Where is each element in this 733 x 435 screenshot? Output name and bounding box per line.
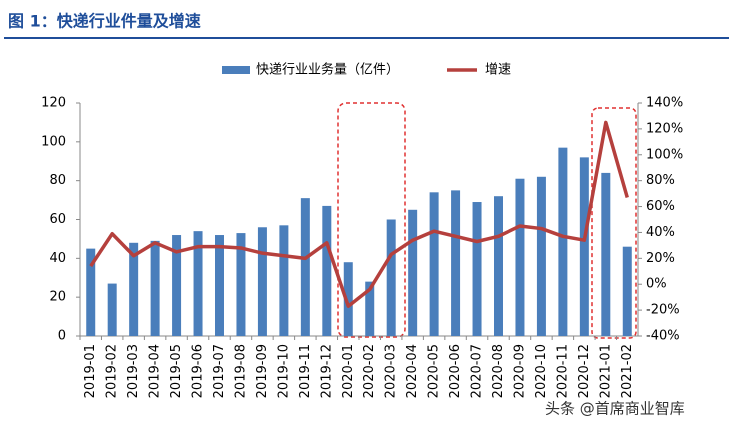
bar <box>429 192 439 336</box>
legend-label: 增速 <box>485 63 511 78</box>
x-tick-label: 2019-03 <box>126 344 141 398</box>
x-tick-label: 2020-06 <box>448 344 463 398</box>
bar <box>86 248 96 336</box>
bar <box>150 240 160 336</box>
x-tick-label: 2019-11 <box>298 344 313 398</box>
bar <box>107 283 117 336</box>
y2-tick-label: 0% <box>646 277 667 292</box>
x-tick-label: 2019-06 <box>191 344 206 398</box>
bar <box>515 178 525 336</box>
x-tick-label: 2020-12 <box>577 344 592 398</box>
x-tick-label: 2020-09 <box>512 344 527 398</box>
x-tick-label: 2020-01 <box>341 344 356 398</box>
y-tick-label: 0 <box>58 329 66 344</box>
legend-label: 快递行业业务量（亿件） <box>256 62 399 78</box>
y-tick-label: 120 <box>41 96 66 111</box>
bar <box>558 147 568 336</box>
x-tick-label: 2019-12 <box>319 344 334 398</box>
y2-tick-label: 100% <box>646 147 683 162</box>
bar <box>172 235 182 336</box>
y2-tick-label: 80% <box>646 173 675 188</box>
x-tick-label: 2020-05 <box>427 344 442 398</box>
y2-tick-label: 120% <box>646 121 683 136</box>
y2-tick-label: -40% <box>646 329 680 344</box>
bar <box>279 225 289 336</box>
y-tick-label: 100 <box>41 134 66 149</box>
bar <box>236 233 246 336</box>
growth-line <box>89 120 629 308</box>
y2-tick-label: 140% <box>646 96 683 111</box>
bar <box>215 235 224 336</box>
x-tick-label: 2019-10 <box>276 344 291 398</box>
y2-tick-label: 60% <box>646 199 675 214</box>
bar <box>494 196 503 336</box>
bar <box>536 176 546 336</box>
x-tick-label: 2020-07 <box>470 344 485 398</box>
x-tick-label: 2019-07 <box>212 344 227 398</box>
bar <box>451 190 461 336</box>
bar <box>322 205 332 336</box>
x-tick-label: 2019-08 <box>233 344 248 398</box>
bar <box>193 231 203 336</box>
x-tick-label: 2019-09 <box>255 344 270 398</box>
y-tick-label: 60 <box>49 212 66 227</box>
y2-tick-label: -20% <box>646 303 680 318</box>
legend-swatch <box>222 66 250 74</box>
x-tick-label: 2020-08 <box>491 344 506 398</box>
bar <box>472 202 482 336</box>
bar <box>622 246 632 336</box>
bar <box>129 242 139 336</box>
bar <box>601 172 611 336</box>
bar <box>386 219 396 336</box>
x-tick-label: 2019-05 <box>169 344 184 398</box>
x-tick-label: 2020-03 <box>384 344 399 398</box>
bar <box>300 198 310 336</box>
x-tick-label: 2019-01 <box>83 344 98 398</box>
x-tick-label: 2021-02 <box>620 344 635 398</box>
x-tick-label: 2020-10 <box>534 344 549 398</box>
x-tick-label: 2020-02 <box>362 344 377 398</box>
bar <box>343 262 353 336</box>
bar <box>365 281 375 336</box>
chart-title: 图 1：快递行业件量及增速 <box>8 12 201 31</box>
x-tick-label: 2021-01 <box>598 344 613 398</box>
x-tick-label: 2019-02 <box>105 344 120 398</box>
bar <box>257 227 267 336</box>
y-tick-label: 20 <box>49 290 66 305</box>
highlight-box <box>591 107 637 339</box>
bar <box>579 157 589 336</box>
y-tick-label: 40 <box>49 251 66 266</box>
x-tick-label: 2020-11 <box>555 344 570 398</box>
watermark: 头条 @首席商业智库 <box>545 400 685 418</box>
x-tick-label: 2020-04 <box>405 344 420 398</box>
bar <box>408 209 418 336</box>
y2-tick-label: 40% <box>646 225 675 240</box>
y2-tick-label: 20% <box>646 251 675 266</box>
y-tick-label: 80 <box>49 173 66 188</box>
x-tick-label: 2019-04 <box>148 344 163 398</box>
